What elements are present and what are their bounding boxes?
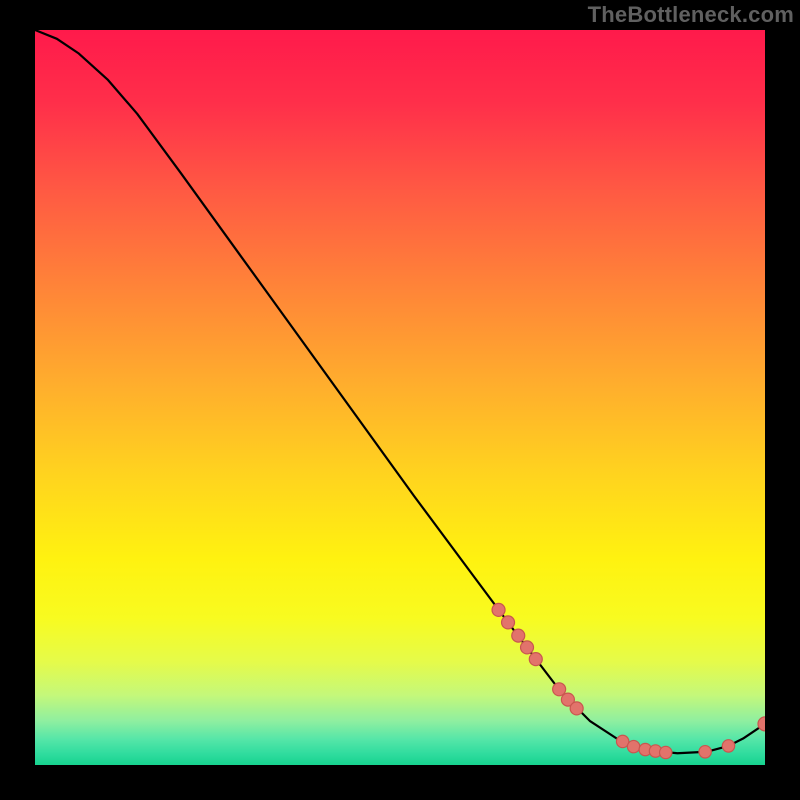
watermark-text: TheBottleneck.com (588, 2, 794, 28)
data-marker (512, 629, 525, 642)
data-marker (521, 641, 534, 654)
data-marker (570, 702, 583, 715)
chart-stage: TheBottleneck.com (0, 0, 800, 800)
gradient-background (35, 30, 765, 765)
data-marker (699, 746, 711, 758)
data-marker (722, 740, 734, 752)
data-marker (529, 653, 542, 666)
data-marker (502, 616, 515, 629)
chart-svg (35, 30, 765, 765)
data-marker (553, 683, 566, 696)
data-marker (660, 746, 672, 758)
data-marker (492, 603, 505, 616)
data-marker (627, 740, 639, 752)
